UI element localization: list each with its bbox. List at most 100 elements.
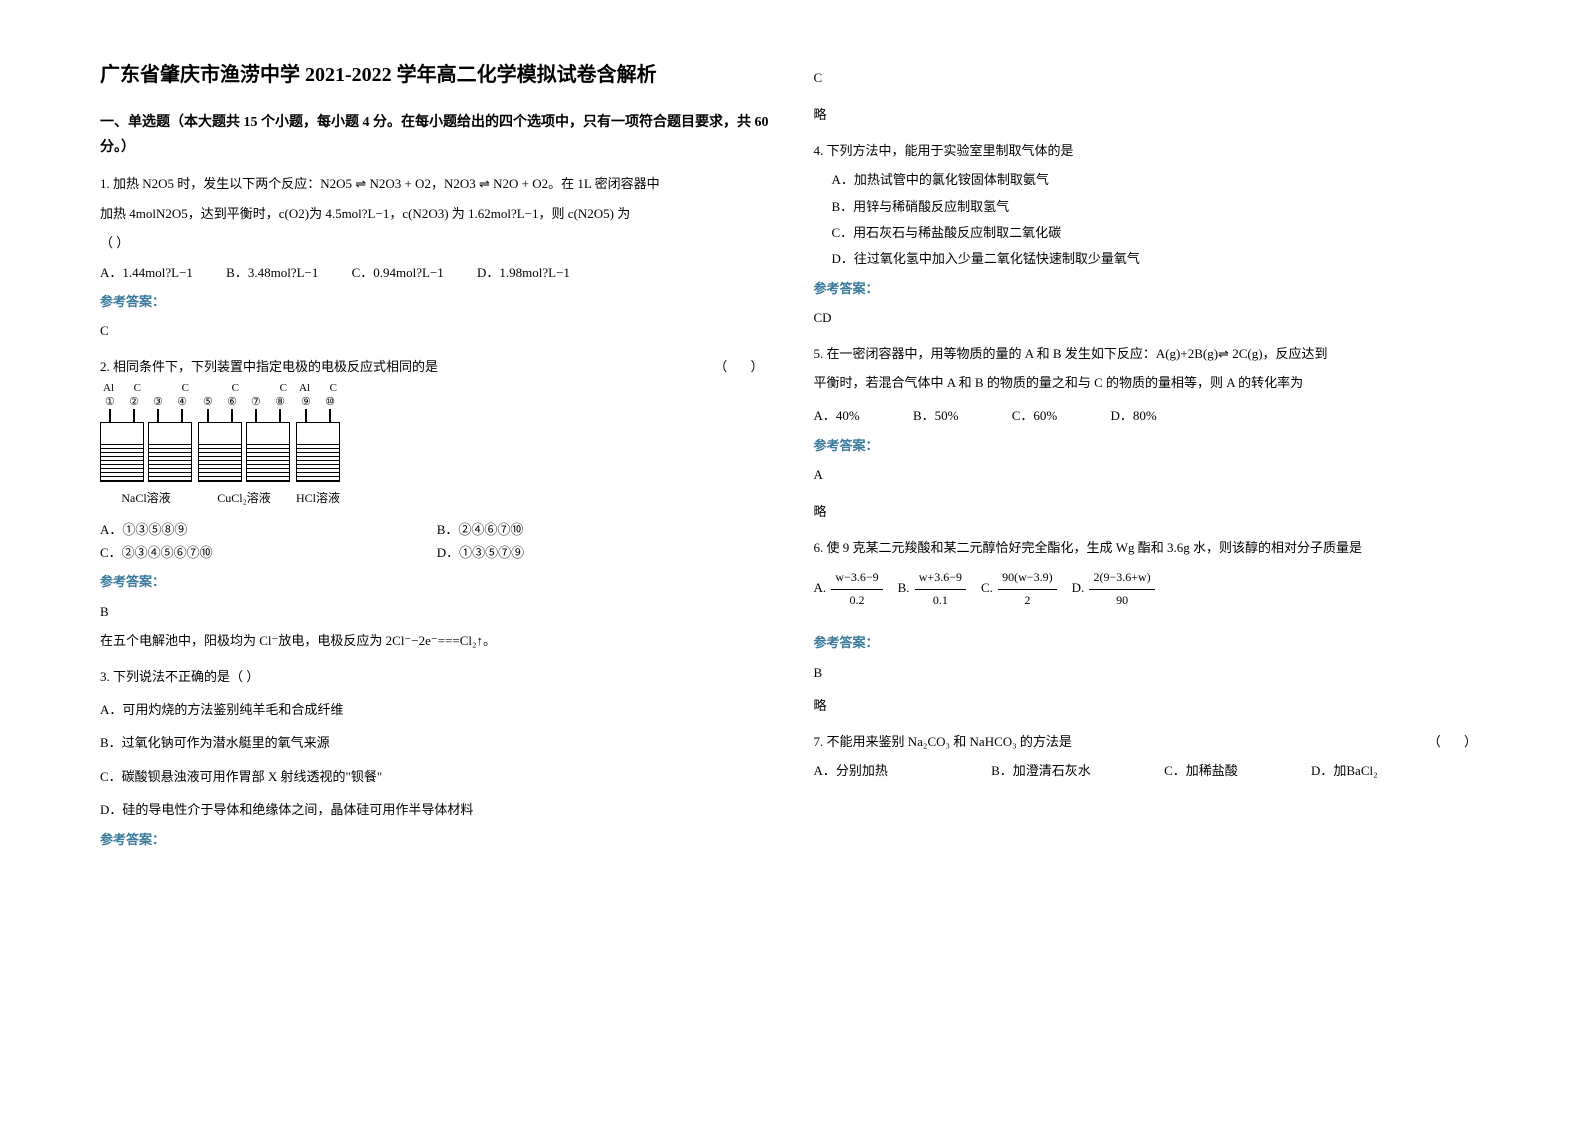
cell-group-1: AlC ①② C ③④ NaCl溶液 (100, 422, 192, 510)
q7-opt-b: B．加澄清石灰水 (991, 759, 1091, 782)
q7-options: A．分别加热 B．加澄清石灰水 C．加稀盐酸 D．加BaCl₂ (814, 759, 1488, 782)
q6-explanation: 略 (814, 694, 1488, 717)
cell-1: AlC ①② (100, 422, 144, 482)
q5-answer: A (814, 463, 1488, 486)
q6-label-c: C. (981, 580, 993, 595)
fd-num: 2(9−3.6+w) (1089, 567, 1154, 590)
section-heading: 一、单选题（本大题共 15 个小题，每小题 4 分。在每小题给出的四个选项中，只… (100, 110, 774, 160)
q5-answer-label: 参考答案： (814, 434, 1488, 457)
question-7: 7. 不能用来鉴别 Na₂CO₃ 和 NaHCO₃ 的方法是 （ ） A．分别加… (814, 730, 1488, 783)
q2-answer: B (100, 600, 774, 623)
q2-stem-text: 2. 相同条件下，下列装置中指定电极的电极反应式相同的是 (100, 359, 438, 374)
cell-2: C ③④ (148, 422, 192, 482)
q6-answer-label: 参考答案： (814, 631, 1488, 654)
n9: ⑨ (301, 393, 311, 413)
q3-answer: C (814, 66, 1488, 89)
q3-answer-label: 参考答案： (100, 828, 774, 851)
q7-paren: （ ） (1428, 730, 1487, 753)
fb-num: w+3.6−9 (915, 567, 966, 590)
q6-label-d: D. (1072, 580, 1085, 595)
n7: ⑦ (251, 393, 261, 413)
question-2: 2. 相同条件下，下列装置中指定电极的电极反应式相同的是 （ ） AlC ①② … (100, 355, 774, 653)
liquid (101, 443, 143, 481)
liquid (149, 443, 191, 481)
doc-title: 广东省肇庆市渔涝中学 2021-2022 学年高二化学模拟试卷含解析 (100, 60, 774, 90)
fb-den: 0.1 (915, 590, 966, 612)
q3-opt-c: C．碳酸钡悬浊液可用作胃部 X 射线透视的"钡餐" (100, 765, 774, 788)
cell-3: C ⑤⑥ (198, 422, 242, 482)
q5-options: A．40% B．50% C．60% D．80% (814, 404, 1488, 427)
q7-opt-d: D．加BaCl₂ (1311, 759, 1378, 782)
q2-stem: 2. 相同条件下，下列装置中指定电极的电极反应式相同的是 （ ） (100, 355, 774, 378)
q5-opt-c: C．60% (1012, 404, 1058, 427)
q3-opt-a: A．可用灼烧的方法鉴别纯羊毛和合成纤维 (100, 698, 774, 721)
q6-frac-b: w+3.6−90.1 (915, 567, 966, 611)
q6-options: A. w−3.6−90.2 B. w+3.6−90.1 C. 90(w−3.9)… (814, 567, 1488, 611)
q6-stem: 6. 使 9 克某二元羧酸和某二元醇恰好完全酯化，生成 Wg 酯和 3.6g 水… (814, 536, 1488, 559)
q6-answer: B (814, 661, 1488, 684)
q1-answer-label: 参考答案： (100, 290, 774, 313)
q1-opt-c: C．0.94mol?L−1 (352, 261, 444, 284)
q7-stem-text: 7. 不能用来鉴别 Na₂CO₃ 和 NaHCO₃ 的方法是 (814, 734, 1072, 749)
q6-frac-c: 90(w−3.9)2 (998, 567, 1056, 611)
q6-frac-d: 2(9−3.6+w)90 (1089, 567, 1154, 611)
q6-frac-a: w−3.6−90.2 (831, 567, 882, 611)
n3: ③ (153, 393, 163, 413)
right-column: C 略 4. 下列方法中，能用于实验室里制取气体的是 A．加热试管中的氯化铵固体… (794, 60, 1508, 1062)
question-1: 1. 加热 N2O5 时，发生以下两个反应：N2O5 ⇌ N2O3 + O2，N… (100, 172, 774, 342)
cell-5: AlC ⑨⑩ (296, 422, 340, 482)
n5: ⑤ (203, 393, 213, 413)
q1-stem-line1: 1. 加热 N2O5 时，发生以下两个反应：N2O5 ⇌ N2O3 + O2，N… (100, 172, 774, 195)
electrolysis-diagram: AlC ①② C ③④ NaCl溶液 C ⑤⑥ (100, 422, 774, 510)
q7-opt-a: A．分别加热 (814, 759, 888, 782)
question-5: 5. 在一密闭容器中，用等物质的量的 A 和 B 发生如下反应：A(g)+2B(… (814, 342, 1488, 524)
fc-den: 2 (998, 590, 1056, 612)
q1-opt-a: A．1.44mol?L−1 (100, 261, 193, 284)
q5-stem-line1: 5. 在一密闭容器中，用等物质的量的 A 和 B 发生如下反应：A(g)+2B(… (814, 342, 1488, 365)
n4: ④ (177, 393, 187, 413)
q2-explanation: 在五个电解池中，阳极均为 Cl⁻放电，电极反应为 2Cl⁻−2e⁻===Cl₂↑… (100, 629, 774, 652)
liquid (199, 443, 241, 481)
left-column: 广东省肇庆市渔涝中学 2021-2022 学年高二化学模拟试卷含解析 一、单选题… (80, 60, 794, 1062)
n2: ② (129, 393, 139, 413)
liquid (297, 443, 339, 481)
q5-opt-b: B．50% (913, 404, 959, 427)
q5-opt-d: D．80% (1111, 404, 1157, 427)
cell-4: C ⑦⑧ (246, 422, 290, 482)
q7-stem: 7. 不能用来鉴别 Na₂CO₃ 和 NaHCO₃ 的方法是 （ ） (814, 730, 1488, 753)
q2-opt-d: D．①③⑤⑦⑨ (437, 541, 774, 564)
q4-opt-b: B．用锌与稀硝酸反应制取氢气 (814, 195, 1488, 218)
q2-paren: （ ） (714, 355, 773, 378)
q2-opt-c: C．②③④⑤⑥⑦⑩ (100, 541, 437, 564)
n6: ⑥ (227, 393, 237, 413)
q4-answer: CD (814, 306, 1488, 329)
q2-opt-b: B．②④⑥⑦⑩ (437, 518, 774, 541)
q3-explanation: 略 (814, 103, 1488, 126)
q4-opt-c: C．用石灰石与稀盐酸反应制取二氧化碳 (814, 221, 1488, 244)
q7-opt-c: C．加稀盐酸 (1164, 759, 1238, 782)
fa-den: 0.2 (831, 590, 882, 612)
q1-answer: C (100, 319, 774, 342)
q2-opt-a: A．①③⑤⑧⑨ (100, 518, 437, 541)
question-6: 6. 使 9 克某二元羧酸和某二元醇恰好完全酯化，生成 Wg 酯和 3.6g 水… (814, 536, 1488, 718)
q3-stem: 3. 下列说法不正确的是（ ） (100, 665, 774, 688)
q1-stem-line3: （ ） (100, 231, 774, 254)
q3-opt-b: B．过氧化钠可作为潜水艇里的氧气来源 (100, 731, 774, 754)
q4-opt-d: D．往过氧化氢中加入少量二氧化锰快速制取少量氧气 (814, 247, 1488, 270)
question-3: 3. 下列说法不正确的是（ ） A．可用灼烧的方法鉴别纯羊毛和合成纤维 B．过氧… (100, 665, 774, 851)
liquid (247, 443, 289, 481)
q5-explanation: 略 (814, 500, 1488, 523)
question-4: 4. 下列方法中，能用于实验室里制取气体的是 A．加热试管中的氯化铵固体制取氨气… (814, 139, 1488, 330)
q1-options: A．1.44mol?L−1 B．3.48mol?L−1 C．0.94mol?L−… (100, 261, 774, 284)
q1-opt-d: D．1.98mol?L−1 (477, 261, 570, 284)
n1: ① (105, 393, 115, 413)
cell-group-2: C ⑤⑥ C ⑦⑧ CuCl₂溶液 (198, 422, 290, 510)
sol-cucl2: CuCl₂溶液 (217, 488, 271, 510)
sol-hcl: HCl溶液 (296, 488, 340, 510)
cell-group-3: AlC ⑨⑩ HCl溶液 (296, 422, 340, 510)
n8: ⑧ (275, 393, 285, 413)
q6-label-a: A. (814, 580, 827, 595)
q6-label-b: B. (898, 580, 910, 595)
q1-opt-b: B．3.48mol?L−1 (226, 261, 318, 284)
q2-options: A．①③⑤⑧⑨ B．②④⑥⑦⑩ C．②③④⑤⑥⑦⑩ D．①③⑤⑦⑨ (100, 518, 774, 565)
